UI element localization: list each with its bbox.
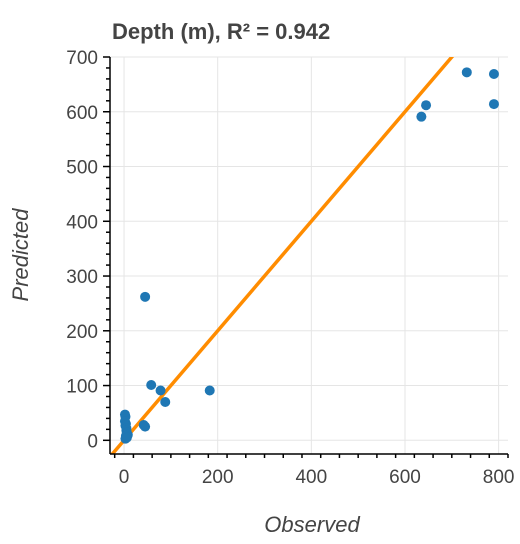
y-tick-label-4: 400 (66, 212, 98, 233)
data-point-11 (120, 433, 131, 444)
fit-line-layer (110, 57, 455, 454)
grid (110, 56, 508, 454)
y-axis-label: Predicted (8, 208, 33, 302)
data-point-16 (160, 396, 171, 407)
y-tick-label-0: 0 (87, 431, 98, 452)
axes (103, 56, 509, 458)
data-point-18 (140, 291, 151, 302)
data-point-23 (488, 99, 499, 110)
x-tick-label-3: 600 (389, 467, 421, 488)
fit-line (110, 57, 455, 454)
data-point-17 (204, 385, 215, 396)
data-point-20 (421, 100, 432, 111)
data-points (119, 67, 499, 444)
y-tick-label-2: 200 (66, 322, 98, 343)
data-point-15 (155, 385, 166, 396)
data-point-19 (416, 111, 427, 122)
x-axis-label: Observed (264, 512, 360, 537)
tick-labels: 0 200 400 600 800 0 100 200 300 400 500 600 700 (66, 48, 514, 488)
y-tick-label-6: 600 (66, 103, 98, 124)
y-tick-label-1: 100 (66, 377, 98, 398)
data-point-14 (146, 380, 157, 391)
data-point-22 (488, 68, 499, 79)
data-point-21 (461, 67, 472, 78)
x-tick-label-1: 200 (202, 467, 234, 488)
chart-title: Depth (m), R² = 0.942 (112, 19, 330, 44)
data-point-13 (140, 421, 151, 432)
x-tick-label-4: 800 (483, 467, 515, 488)
x-tick-label-2: 400 (295, 467, 327, 488)
y-tick-label-7: 700 (66, 48, 98, 69)
y-tick-label-5: 500 (66, 158, 98, 179)
y-tick-label-3: 300 (66, 267, 98, 288)
x-tick-label-0: 0 (119, 467, 130, 488)
